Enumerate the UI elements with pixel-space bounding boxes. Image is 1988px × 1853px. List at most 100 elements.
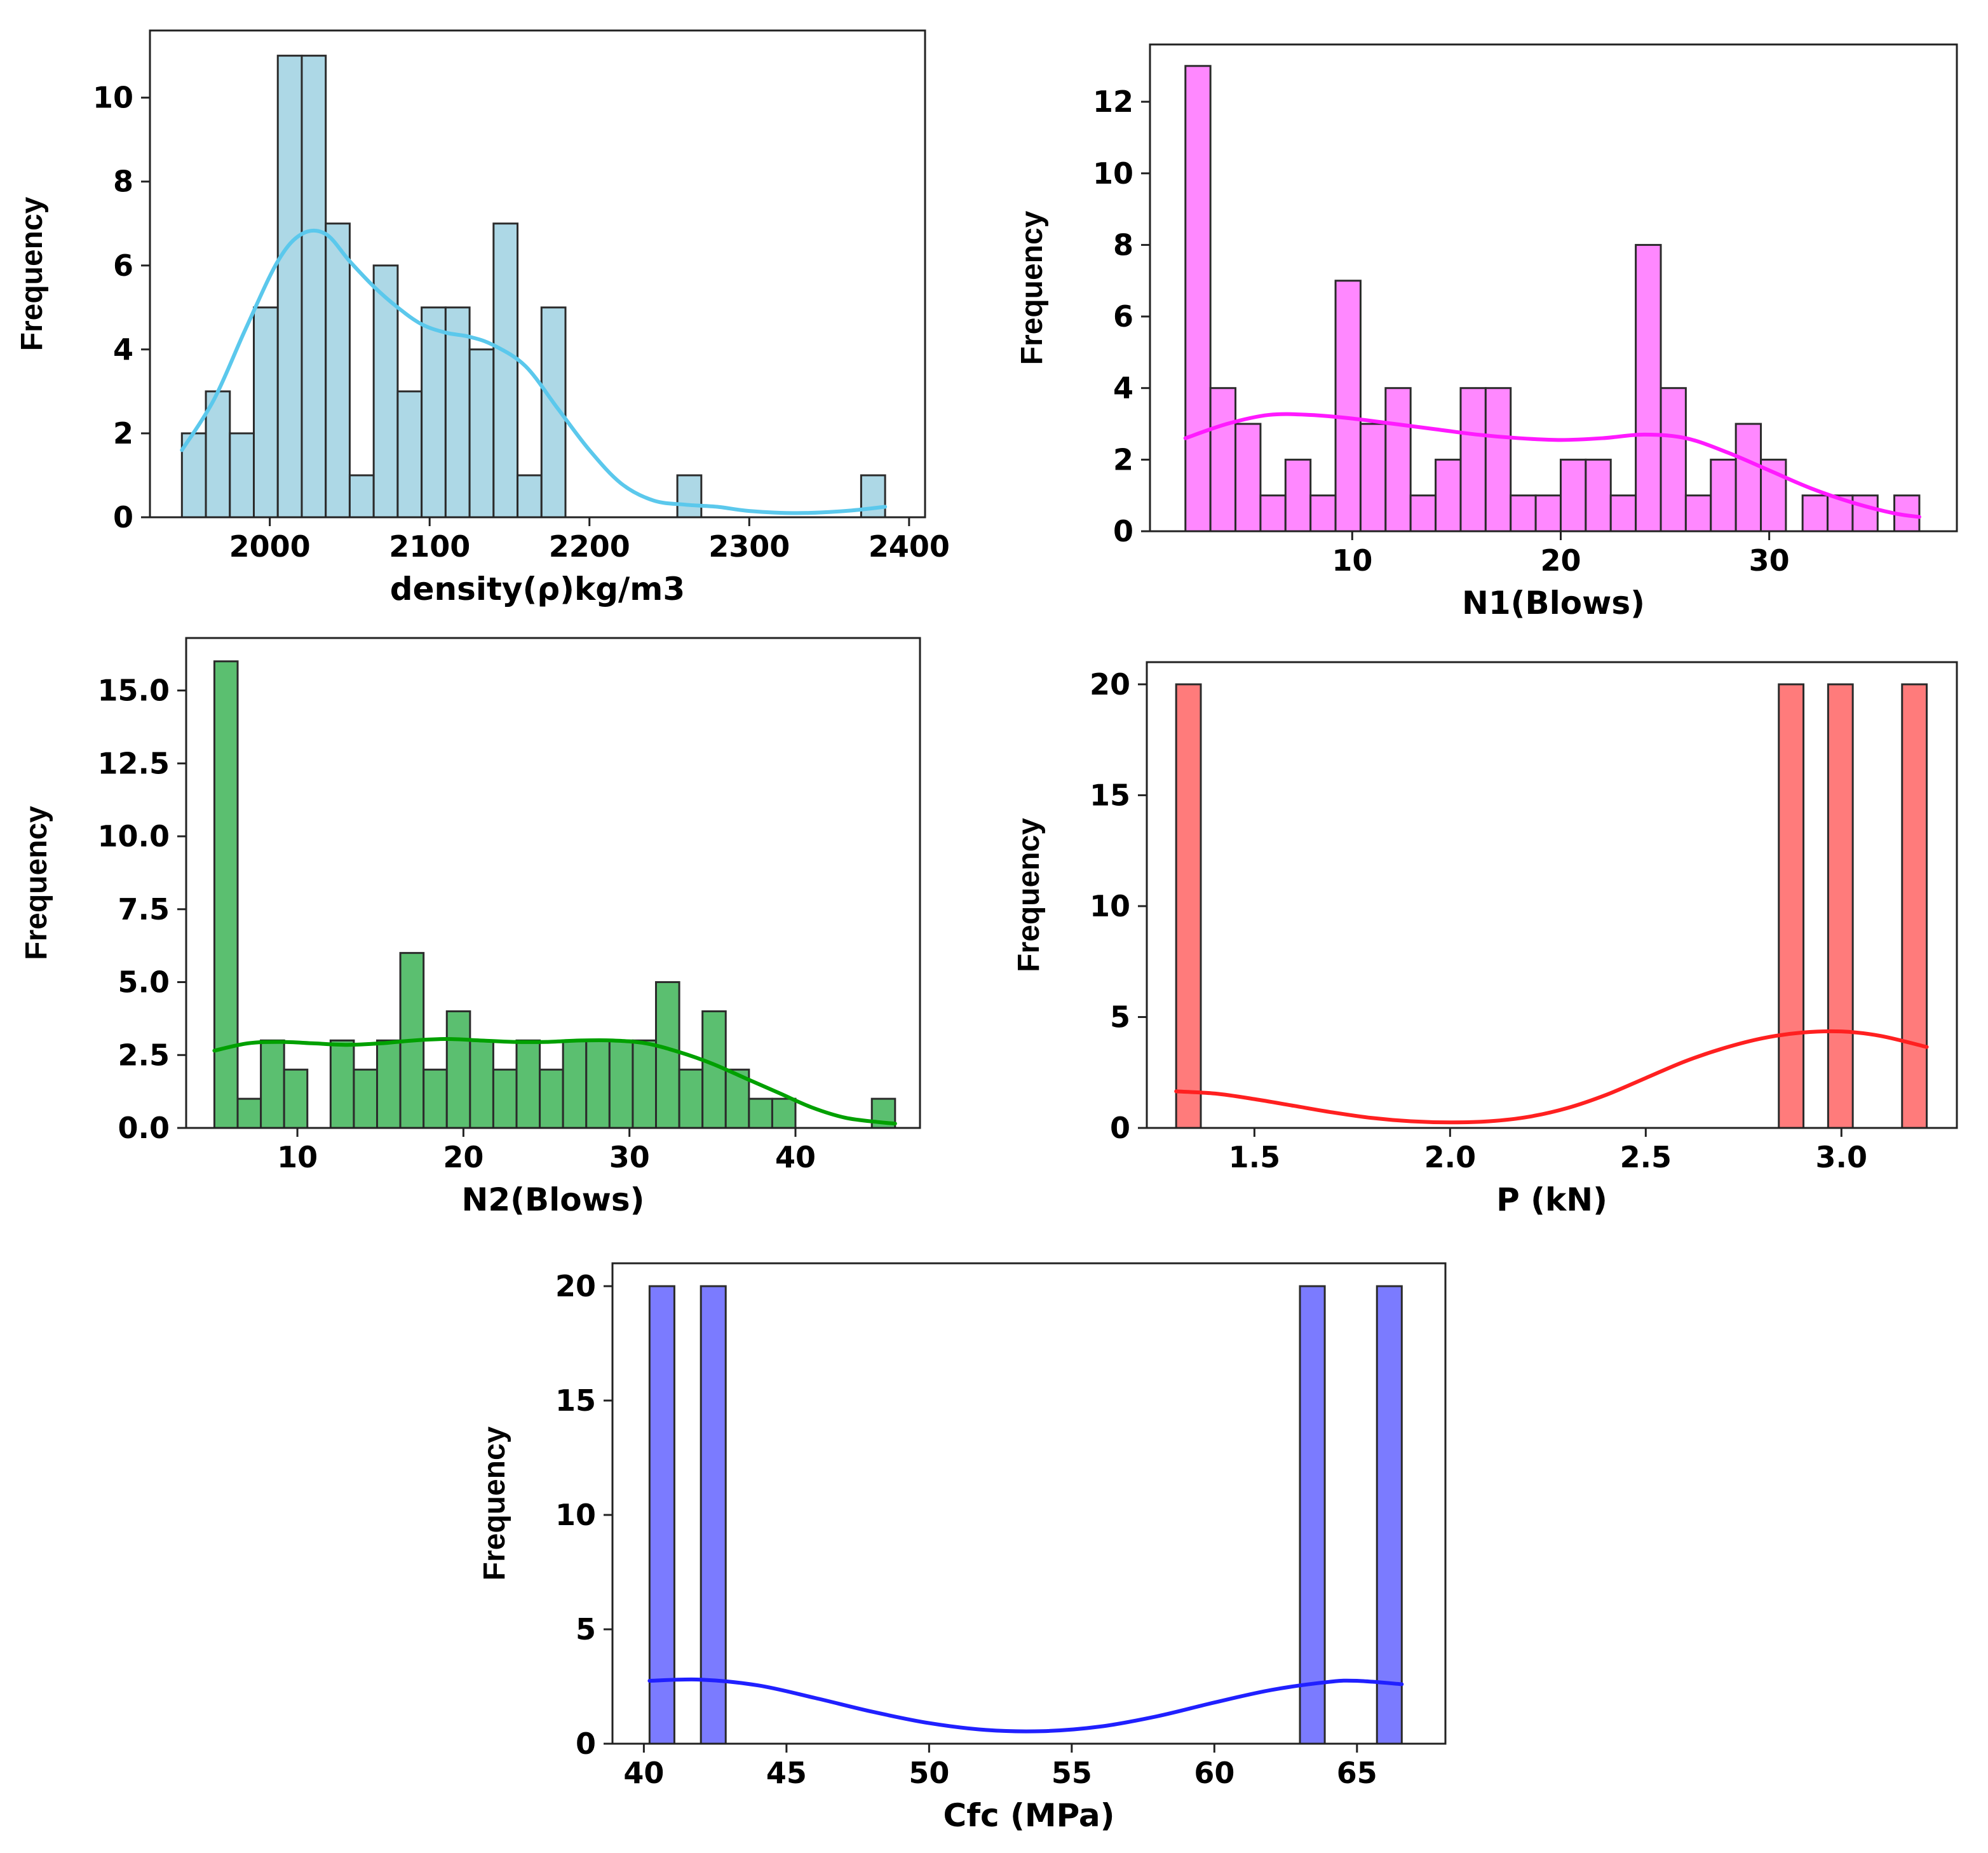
n1-bar (1684, 494, 1712, 533)
p-xtick-label: 2.5 (1620, 1140, 1672, 1174)
p-ytick-label: 5 (1110, 1000, 1130, 1034)
p-kde-line (1174, 1029, 1929, 1125)
n1-kde-line (1183, 412, 1921, 519)
density-xtick-label: 2000 (229, 529, 311, 564)
p-ytick-label: 15 (1090, 778, 1130, 812)
density-ytick-label: 2 (113, 416, 133, 451)
density-ytick-label: 6 (113, 248, 133, 283)
n1-ytick-label: 12 (1093, 85, 1133, 119)
density-bar (348, 474, 375, 519)
n2-bar (515, 1039, 541, 1129)
cfc-xtick-label: 55 (1051, 1756, 1092, 1790)
density-bar (492, 222, 519, 519)
n1-bar (1184, 65, 1212, 533)
n2-bar (539, 1068, 564, 1129)
panel-cfc-histogram: 40 45 50 55 60 65 0 5 10 15 20 Cfc (MPa) Frequency (478, 1262, 1447, 1834)
n1-xlabel: N1(Blows) (1462, 585, 1645, 621)
n2-ytick-label: 0.0 (118, 1111, 170, 1145)
cfc-ytick-label: 0 (576, 1727, 596, 1761)
n2-ytick-label: 15.0 (98, 674, 170, 708)
p-xtick-label: 3.0 (1816, 1140, 1868, 1174)
cfc-ytick-label: 10 (555, 1498, 596, 1532)
cfc-xtick-label: 40 (623, 1756, 664, 1790)
n1-bar (1309, 494, 1337, 533)
p-ytick-label: 20 (1090, 667, 1130, 702)
density-ylabel: Frequency (15, 196, 49, 351)
n2-bar (213, 660, 239, 1129)
density-ytick-label: 0 (113, 500, 133, 534)
p-ytick-label: 10 (1090, 889, 1130, 923)
n1-bar (1851, 494, 1879, 533)
cfc-xtick-label: 60 (1194, 1756, 1234, 1790)
cfc-xtick-label: 45 (766, 1756, 807, 1790)
n1-ytick-label: 0 (1113, 514, 1133, 548)
n1-xtick-label: 30 (1749, 543, 1790, 578)
n2-xtick-label: 20 (443, 1140, 483, 1174)
p-xlabel: P (kN) (1496, 1181, 1607, 1218)
n2-bar (608, 1039, 634, 1129)
density-bar (301, 55, 327, 519)
n1-bar (1801, 494, 1829, 533)
n1-ytick-label: 8 (1113, 227, 1133, 262)
n1-ytick-label: 4 (1113, 371, 1133, 405)
cfc-kde-line (647, 1677, 1404, 1734)
p-ylabel: Frequency (1012, 818, 1046, 972)
n1-xtick-label: 10 (1332, 543, 1372, 578)
n1-xtick-label: 20 (1540, 543, 1581, 578)
n2-bar (353, 1068, 379, 1129)
cfc-ytick-label: 15 (555, 1383, 596, 1418)
p-xtick-label: 1.5 (1229, 1140, 1281, 1174)
n1-bar (1484, 387, 1512, 533)
density-bar (253, 306, 279, 519)
n2-bar (655, 981, 680, 1129)
p-ytick-label: 0 (1110, 1111, 1130, 1145)
p-bar (1175, 683, 1202, 1129)
n1-bar (1234, 423, 1262, 533)
n1-plot-area (1150, 44, 1957, 531)
n1-bar (1510, 494, 1537, 533)
n1-bar (1710, 458, 1737, 533)
density-bar (229, 432, 255, 519)
n2-plot-area (186, 638, 920, 1128)
n2-bar (260, 1039, 285, 1129)
panel-p-histogram: 1.5 2.0 2.5 3.0 0 5 10 15 20 P (kN) Frequency (1012, 661, 1958, 1218)
cfc-ytick-label: 5 (576, 1612, 596, 1646)
panel-density-histogram: 2000 2100 2200 2300 2400 0 2 4 6 8 10 density(ρ)kg/… (15, 29, 950, 607)
n2-bar (562, 1039, 588, 1129)
cfc-xtick-label: 65 (1337, 1756, 1377, 1790)
density-ytick-label: 10 (93, 81, 133, 115)
density-bar (676, 474, 703, 519)
density-bar (325, 222, 351, 519)
n1-bar (1409, 494, 1437, 533)
cfc-xlabel: Cfc (MPa) (943, 1797, 1115, 1834)
density-xtick-label: 2200 (549, 529, 630, 564)
n1-bar (1384, 387, 1412, 533)
n2-axes-frame (185, 637, 921, 1129)
n2-bar (445, 1010, 471, 1129)
cfc-bar (648, 1285, 675, 1745)
density-xtick-label: 2300 (708, 529, 790, 564)
p-plot-area (1147, 662, 1957, 1128)
n1-bar (1734, 423, 1762, 533)
n2-ytick-label: 7.5 (118, 892, 170, 926)
p-bar (1901, 683, 1928, 1129)
density-xtick-label: 2400 (869, 529, 950, 564)
density-bar (276, 55, 303, 519)
n1-ylabel: Frequency (1015, 210, 1049, 365)
n2-xtick-label: 30 (609, 1140, 650, 1174)
p-bar (1827, 683, 1854, 1129)
n1-bar (1459, 387, 1487, 533)
density-bar (396, 390, 423, 519)
density-bar (444, 306, 471, 519)
n2-bar (492, 1068, 518, 1129)
n2-bar (329, 1039, 355, 1129)
cfc-xtick-label: 50 (909, 1756, 949, 1790)
n2-bar (469, 1039, 494, 1129)
n2-xtick-label: 40 (775, 1140, 816, 1174)
n2-bar (748, 1097, 773, 1129)
p-xtick-label: 2.0 (1424, 1140, 1477, 1174)
n1-bar (1585, 458, 1612, 533)
n1-bar (1660, 387, 1687, 533)
p-axes-frame (1146, 661, 1958, 1129)
n1-bar (1209, 387, 1237, 533)
